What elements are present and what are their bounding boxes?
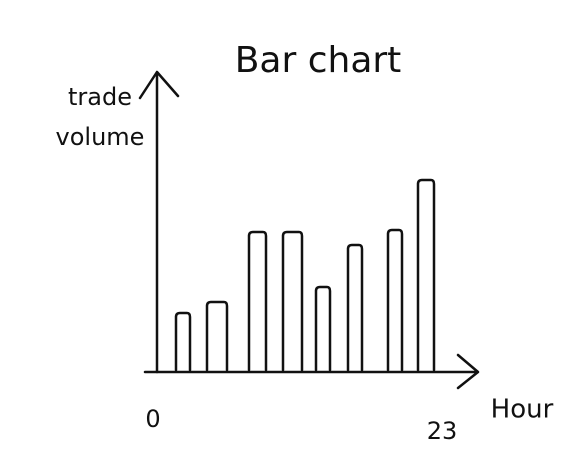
y-axis-label: trade volume xyxy=(56,83,145,151)
x-axis-label: Hour xyxy=(491,395,554,425)
y-axis-label-line: trade xyxy=(68,83,132,111)
y-axis xyxy=(138,70,180,374)
bar xyxy=(386,228,404,372)
chart-title: Bar chart xyxy=(235,40,402,81)
bar xyxy=(247,230,268,372)
bar xyxy=(314,285,332,372)
bar xyxy=(174,311,192,372)
bar xyxy=(205,300,229,372)
x-axis xyxy=(143,353,480,390)
bar xyxy=(346,243,364,372)
x-tick-label: 23 xyxy=(427,417,458,445)
bar xyxy=(281,230,304,372)
x-tick-label: 0 xyxy=(145,405,160,433)
bar xyxy=(416,178,436,372)
y-axis-label-line: volume xyxy=(56,123,145,151)
